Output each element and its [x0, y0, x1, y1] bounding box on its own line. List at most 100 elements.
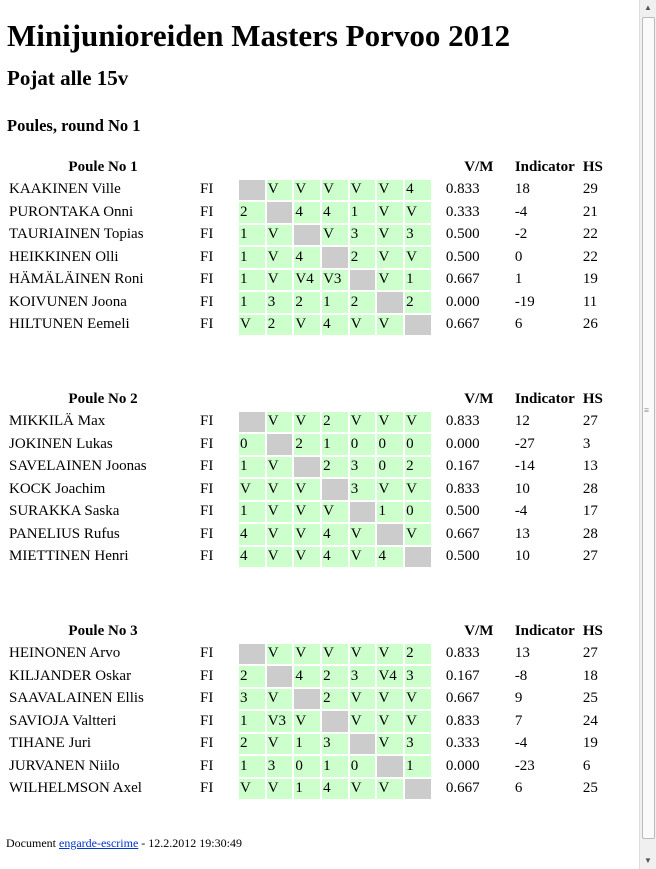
- fencer-row: SURAKKA Saska FI 1 V V V 1 0 0.500 -4 17: [8, 501, 622, 522]
- indicator-value: -27: [514, 435, 535, 452]
- bout-score-cell: 0: [349, 434, 376, 455]
- bout-score-cell: V3: [322, 269, 348, 290]
- bout-score-cell: V: [294, 711, 321, 732]
- hits-scored: 18: [582, 667, 598, 684]
- scrollbar-thumb[interactable]: [642, 17, 655, 839]
- header-blank: [350, 621, 376, 642]
- self-bout-cell: [349, 733, 376, 754]
- header-blank: [433, 621, 443, 642]
- bout-score-cell: V: [377, 711, 404, 732]
- indicator-value: -8: [514, 667, 528, 684]
- indicator-value: 10: [514, 548, 530, 565]
- bout-score-cell: V: [377, 314, 404, 335]
- bout-score-cell: V: [405, 711, 431, 732]
- bout-score-cell: V: [322, 224, 348, 245]
- engarde-link[interactable]: engarde-escrime: [59, 836, 139, 850]
- bout-score-cell: V: [405, 247, 431, 268]
- self-bout-cell: [266, 202, 293, 223]
- header-blank: [322, 389, 348, 410]
- bout-score-cell: 0: [405, 434, 431, 455]
- spacer: [433, 734, 443, 755]
- bout-score-cell: 4: [322, 202, 348, 223]
- fencer-row: PANELIUS Rufus FI 4 V V 4 V V 0.667 13 28: [8, 524, 622, 545]
- header-blank: [377, 621, 403, 642]
- bout-score-cell: V: [239, 314, 265, 335]
- bout-score-cell: V: [405, 411, 431, 432]
- scroll-up-arrow-icon[interactable]: ▲: [644, 3, 652, 12]
- victory-ratio: 0.833: [445, 645, 480, 662]
- bout-score-cell: V: [377, 179, 404, 200]
- fencer-name: SURAKKA Saska: [9, 503, 120, 520]
- victory-ratio: 0.500: [445, 226, 480, 243]
- bout-score-cell: V: [377, 688, 404, 709]
- header-indicator: Indicator: [514, 622, 575, 639]
- bout-score-cell: V: [294, 179, 321, 200]
- victory-ratio: 0.333: [445, 735, 480, 752]
- bout-score-cell: 2: [349, 292, 376, 313]
- self-bout-cell: [322, 247, 348, 268]
- header-blank: [239, 157, 265, 178]
- bout-score-cell: 1: [239, 756, 265, 777]
- fencer-nation: FI: [200, 248, 214, 265]
- bout-score-cell: 1: [239, 292, 265, 313]
- indicator-value: 1: [514, 271, 523, 288]
- bout-score-cell: 2: [266, 314, 293, 335]
- poule-table: Poule No 3 V/M Indicator HS HEINONEN Arvo FI V…: [6, 619, 624, 801]
- bout-score-cell: 1: [294, 778, 321, 799]
- bout-score-cell: V: [349, 778, 376, 799]
- indicator-value: 6: [514, 316, 523, 333]
- bout-score-cell: 1: [322, 756, 348, 777]
- bout-score-cell: V4: [294, 269, 321, 290]
- victory-ratio: 0.167: [445, 667, 480, 684]
- hits-scored: 3: [582, 435, 591, 452]
- vertical-scrollbar[interactable]: ▲ ≡ ▼: [639, 0, 656, 869]
- scroll-down-arrow-icon[interactable]: ▼: [644, 856, 652, 865]
- indicator-value: 9: [514, 690, 523, 707]
- bout-score-cell: 0: [377, 434, 404, 455]
- bout-score-cell: 4: [239, 546, 265, 567]
- bout-score-cell: V: [349, 643, 376, 664]
- fencer-nation: FI: [200, 757, 214, 774]
- fencer-name: SAVIOJA Valtteri: [9, 712, 117, 729]
- bout-score-cell: V: [294, 546, 321, 567]
- header-blank: [322, 621, 348, 642]
- bout-score-cell: 3: [349, 456, 376, 477]
- bout-score-cell: 0: [349, 756, 376, 777]
- self-bout-cell: [349, 269, 376, 290]
- bout-score-cell: V: [377, 778, 404, 799]
- bout-score-cell: V: [322, 179, 348, 200]
- bout-score-cell: 1: [239, 456, 265, 477]
- footer-prefix: Document: [6, 836, 59, 850]
- header-blank: [405, 621, 431, 642]
- bout-score-cell: 1: [294, 733, 321, 754]
- bout-score-cell: 0: [294, 756, 321, 777]
- header-blank: [239, 389, 265, 410]
- bout-score-cell: 1: [405, 756, 431, 777]
- header-blank: [199, 389, 237, 410]
- bout-score-cell: V: [294, 314, 321, 335]
- bout-score-cell: V: [266, 524, 293, 545]
- fencer-name: KOIVUNEN Joona: [9, 293, 127, 310]
- bout-score-cell: 3: [349, 479, 376, 500]
- bout-score-cell: V: [349, 314, 376, 335]
- hits-scored: 21: [582, 203, 598, 220]
- bout-score-cell: V: [405, 524, 431, 545]
- header-hs: HS: [582, 622, 603, 639]
- bout-score-cell: 4: [294, 247, 321, 268]
- fencer-row: JURVANEN Niilo FI 1 3 0 1 0 1 0.000 -23 6: [8, 756, 622, 777]
- bout-score-cell: V: [266, 247, 293, 268]
- bout-score-cell: V: [294, 411, 321, 432]
- bout-score-cell: 1: [239, 224, 265, 245]
- fencer-name: JURVANEN Niilo: [9, 757, 120, 774]
- hits-scored: 19: [582, 271, 598, 288]
- fencer-row: SAVIOJA Valtteri FI 1 V3 V V V V 0.833 7 24: [8, 711, 622, 732]
- spacer: [433, 434, 443, 455]
- bout-score-cell: 0: [405, 501, 431, 522]
- bout-score-cell: V: [349, 688, 376, 709]
- victory-ratio: 0.500: [445, 503, 480, 520]
- bout-score-cell: 4: [322, 546, 348, 567]
- self-bout-cell: [377, 524, 404, 545]
- round-heading: Poules, round No 1: [7, 116, 141, 135]
- self-bout-cell: [377, 292, 404, 313]
- fencer-nation: FI: [200, 712, 214, 729]
